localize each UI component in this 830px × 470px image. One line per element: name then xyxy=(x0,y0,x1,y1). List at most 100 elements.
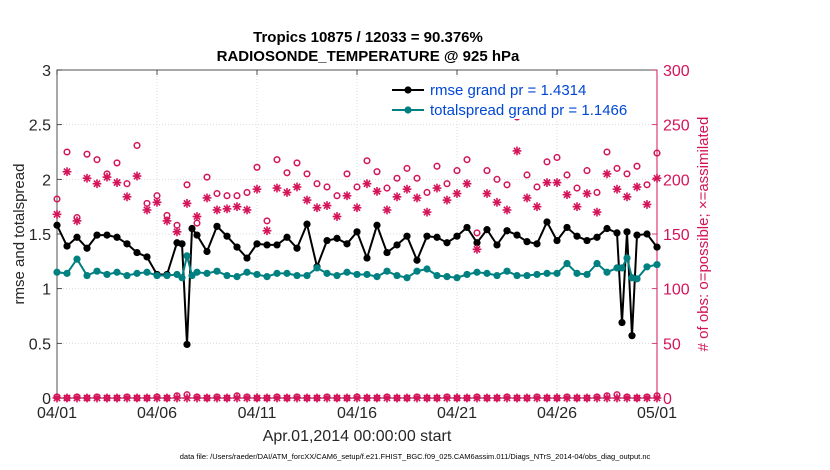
rejected-assimilated-point xyxy=(482,393,492,403)
totalspread-point xyxy=(563,259,571,268)
totalspread-point xyxy=(513,271,521,280)
totalspread-point xyxy=(143,268,151,276)
rmse-point xyxy=(63,242,71,250)
assimilated-point xyxy=(222,204,232,214)
possible-point xyxy=(83,150,91,158)
rmse-point xyxy=(503,227,511,235)
rmse-point xyxy=(53,221,61,229)
assimilated-point xyxy=(402,184,412,194)
totalspread-point xyxy=(553,269,561,277)
possible-point xyxy=(493,175,501,183)
possible-point xyxy=(183,181,191,189)
x-axis-label: Apr.01,2014 00:00:00 start xyxy=(263,428,452,445)
rmse-point xyxy=(143,253,151,261)
totalspread-point xyxy=(193,268,201,276)
rmse-point xyxy=(273,241,281,249)
rmse-point xyxy=(123,240,131,248)
rmse-point xyxy=(593,233,601,241)
assimilated-point xyxy=(512,146,522,156)
assimilated-point xyxy=(482,189,492,198)
possible-point xyxy=(453,167,461,175)
rejected-assimilated-point xyxy=(102,393,112,403)
totalspread-point xyxy=(433,271,441,280)
assimilated-point xyxy=(352,203,362,213)
assimilated-point xyxy=(602,169,612,179)
rejected-assimilated-point xyxy=(62,393,72,403)
rejected-assimilated-point xyxy=(512,393,522,403)
assimilated-point xyxy=(192,212,202,221)
possible-point xyxy=(283,169,291,177)
rmse-point xyxy=(633,231,641,239)
possible-point xyxy=(303,170,311,178)
rejected-assimilated-point xyxy=(132,393,142,403)
rejected-assimilated-point xyxy=(652,393,662,403)
rmse-point xyxy=(353,228,361,236)
rejected-assimilated-point xyxy=(522,393,532,403)
rmse-point xyxy=(563,223,571,232)
possible-point xyxy=(353,183,361,191)
rejected-assimilated-point xyxy=(502,393,512,403)
rmse-point xyxy=(83,244,91,252)
totalspread-point xyxy=(363,270,371,279)
assimilated-point xyxy=(182,198,192,208)
rmse-point xyxy=(93,231,101,239)
totalspread-point xyxy=(473,268,481,276)
totalspread-point xyxy=(543,269,551,277)
rejected-assimilated-point xyxy=(552,393,562,403)
x-tick-label: 04/26 xyxy=(537,405,577,422)
rejected-assimilated-point xyxy=(112,393,122,403)
legend-box xyxy=(386,79,648,119)
totalspread-point xyxy=(443,273,451,281)
x-tick-label: 04/06 xyxy=(137,405,177,422)
y-axis-left-label: rmse and totalspread xyxy=(11,164,28,305)
rejected-assimilated-point xyxy=(172,393,182,403)
rmse-point xyxy=(628,332,636,340)
rmse-point xyxy=(333,234,341,242)
assimilated-point xyxy=(312,203,322,213)
rejected-assimilated-point xyxy=(412,393,422,403)
y-left-tick-label: 0.5 xyxy=(29,336,51,353)
rmse-point xyxy=(113,233,121,241)
totalspread-point xyxy=(293,271,301,280)
possible-point xyxy=(473,229,481,237)
possible-point xyxy=(233,192,241,200)
assimilated-point xyxy=(362,179,372,189)
assimilated-point xyxy=(522,193,532,203)
possible-point xyxy=(253,163,261,171)
assimilated-point xyxy=(212,205,222,215)
rejected-assimilated-point xyxy=(352,393,362,403)
x-tick-label: 04/21 xyxy=(437,405,477,422)
rmse-point xyxy=(383,248,391,257)
totalspread-point xyxy=(503,267,511,275)
rejected-assimilated-point xyxy=(362,393,372,403)
possible-point xyxy=(123,180,131,188)
totalspread-point xyxy=(123,271,131,280)
rmse-point xyxy=(533,240,541,248)
possible-point xyxy=(543,158,551,166)
assimilated-point xyxy=(432,183,442,193)
assimilated-point xyxy=(452,189,462,198)
totalspread-point xyxy=(63,269,71,277)
totalspread-point xyxy=(343,268,351,276)
totalspread-point xyxy=(523,271,531,280)
rejected-assimilated-point xyxy=(312,393,322,403)
rmse-point xyxy=(463,223,471,232)
rmse-point xyxy=(523,238,531,246)
rejected-assimilated-point xyxy=(92,393,102,403)
rmse-point xyxy=(293,244,301,252)
possible-point xyxy=(343,170,351,178)
y-right-tick-label: 300 xyxy=(663,63,690,80)
rmse-point xyxy=(413,256,421,264)
totalspread-point xyxy=(423,265,431,273)
assimilated-point xyxy=(502,205,512,215)
assimilated-point xyxy=(82,173,92,183)
rejected-assimilated-point xyxy=(562,393,572,403)
assimilated-point xyxy=(622,192,632,202)
rejected-assimilated-point xyxy=(572,393,582,403)
rejected-assimilated-point xyxy=(372,393,382,403)
totalspread-point xyxy=(633,275,641,283)
totalspread-point xyxy=(273,269,281,277)
assimilated-point xyxy=(582,189,592,198)
rejected-assimilated-point xyxy=(262,393,272,403)
rejected-assimilated-point xyxy=(332,393,342,403)
